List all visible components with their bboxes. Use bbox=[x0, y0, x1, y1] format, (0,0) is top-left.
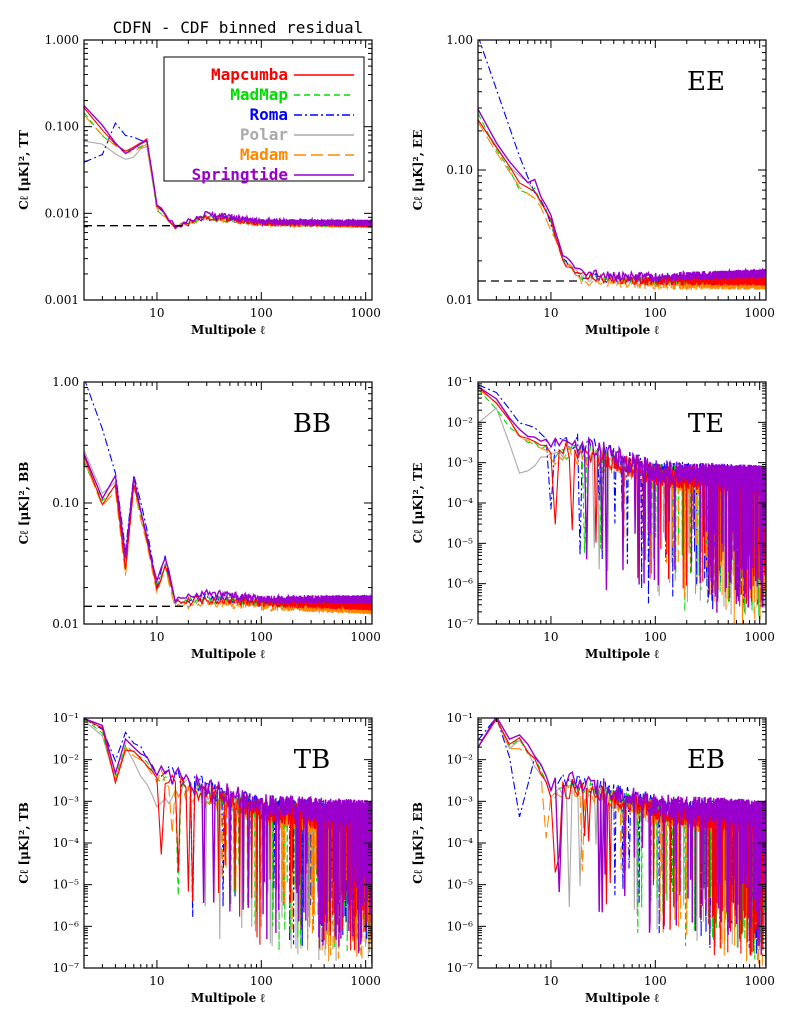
series-group bbox=[478, 718, 766, 968]
y-tick-label: 10⁻⁶ bbox=[53, 919, 80, 933]
x-tick-label: 1000 bbox=[744, 974, 775, 988]
x-axis-label: Multipole ℓ bbox=[585, 323, 659, 337]
y-tick-label: 10⁻² bbox=[447, 415, 474, 429]
y-tick-label: 0.010 bbox=[45, 206, 79, 220]
x-tick-label: 100 bbox=[644, 306, 667, 320]
y-tick-label: 10⁻² bbox=[447, 753, 474, 767]
panel-label: EE bbox=[687, 67, 725, 97]
y-tick-label: 10⁻⁷ bbox=[447, 961, 474, 975]
panel-te: 10 100 1000 Multipole ℓ 10⁻⁷ 10⁻⁶ 10⁻⁵ 10⁻⁴ 10⁻³… bbox=[411, 375, 775, 661]
y-axis-label: Cℓ [μK]², EE bbox=[411, 130, 425, 211]
figure-title: CDFN - CDF binned residual bbox=[113, 18, 363, 37]
y-tick-label: 0.10 bbox=[52, 496, 79, 510]
panel-bb: 10 100 1000 Multipole ℓ 0.01 0.10 1.00 Cℓ [μK]²… bbox=[17, 375, 381, 661]
x-tick-label: 100 bbox=[644, 630, 667, 644]
x-axis-label: Multipole ℓ bbox=[191, 647, 265, 661]
y-tick-label: 10⁻⁴ bbox=[447, 496, 474, 510]
y-axis-label: Cℓ [μK]², TT bbox=[17, 130, 31, 210]
legend-label-roma: Roma bbox=[249, 105, 288, 124]
y-tick-label: 0.01 bbox=[52, 617, 79, 631]
y-tick-label: 10⁻³ bbox=[53, 794, 80, 808]
series-group bbox=[84, 382, 372, 615]
y-tick-label: 10⁻¹ bbox=[53, 711, 79, 725]
panel-ee: 10 100 1000 Multipole ℓ 0.01 0.10 1.00 Cℓ [μK]²… bbox=[411, 33, 775, 337]
y-tick-label: 1.00 bbox=[52, 375, 79, 389]
series-springtide bbox=[478, 718, 766, 955]
panel-tt: 10 100 1000 Multipole ℓ 0.001 0.010 0.100 1.000… bbox=[17, 33, 381, 337]
series-polar bbox=[478, 119, 766, 288]
x-tick-label: 10 bbox=[543, 306, 558, 320]
y-tick-label: 10⁻³ bbox=[447, 456, 474, 470]
y-tick-label: 1.000 bbox=[45, 33, 79, 47]
series-springtide bbox=[478, 386, 766, 613]
legend-box bbox=[163, 56, 365, 182]
y-tick-label: 10⁻⁶ bbox=[447, 919, 474, 933]
legend-label-springtide: Springtide bbox=[192, 165, 288, 184]
series-madmap bbox=[478, 113, 766, 287]
x-tick-label: 100 bbox=[644, 974, 667, 988]
y-tick-label: 10⁻⁷ bbox=[447, 617, 474, 631]
y-tick-label: 10⁻² bbox=[53, 753, 80, 767]
series-mapcumba bbox=[478, 119, 766, 287]
y-axis-label: Cℓ [μK]², EB bbox=[411, 802, 425, 884]
x-tick-label: 10 bbox=[149, 306, 164, 320]
x-tick-label: 100 bbox=[250, 630, 273, 644]
series-group bbox=[84, 718, 372, 964]
panel-label: BB bbox=[293, 409, 331, 439]
legend-label-polar: Polar bbox=[240, 125, 288, 144]
y-tick-label: 0.001 bbox=[45, 293, 79, 307]
y-tick-label: 10⁻¹ bbox=[447, 711, 473, 725]
y-axis-label: Cℓ [μK]², BB bbox=[17, 462, 31, 545]
series-springtide bbox=[84, 105, 372, 229]
y-tick-label: 10⁻⁴ bbox=[447, 836, 474, 850]
legend-label-mapcumba: Mapcumba bbox=[211, 65, 288, 84]
y-axis-label: Cℓ [μK]², TB bbox=[17, 802, 31, 883]
x-tick-label: 100 bbox=[250, 306, 273, 320]
x-tick-label: 10 bbox=[543, 974, 558, 988]
x-tick-label: 1000 bbox=[744, 306, 775, 320]
y-tick-label: 10⁻⁵ bbox=[447, 536, 474, 550]
y-tick-label: 0.10 bbox=[446, 163, 473, 177]
panel-tb: 10 100 1000 Multipole ℓ 10⁻⁷ 10⁻⁶ 10⁻⁵ 10⁻⁴ 10⁻³… bbox=[17, 711, 381, 1005]
x-axis-label: Multipole ℓ bbox=[191, 991, 265, 1005]
y-axis-label: Cℓ [μK]², TE bbox=[411, 463, 425, 543]
x-tick-label: 1000 bbox=[350, 630, 381, 644]
x-axis-label: Multipole ℓ bbox=[585, 647, 659, 661]
y-tick-label: 10⁻⁶ bbox=[447, 577, 474, 591]
y-tick-label: 0.01 bbox=[446, 293, 473, 307]
panel-eb: 10 100 1000 Multipole ℓ 10⁻⁷ 10⁻⁶ 10⁻⁵ 10⁻⁴ 10⁻³… bbox=[411, 711, 775, 1005]
x-tick-label: 1000 bbox=[350, 974, 381, 988]
series-group bbox=[478, 40, 766, 292]
x-axis-label: Multipole ℓ bbox=[191, 323, 265, 337]
series-springtide bbox=[84, 718, 372, 954]
series-group bbox=[478, 384, 766, 624]
x-tick-label: 100 bbox=[250, 974, 273, 988]
y-tick-label: 10⁻⁵ bbox=[447, 878, 474, 892]
x-axis-label: Multipole ℓ bbox=[585, 991, 659, 1005]
panel-label: EB bbox=[687, 745, 725, 775]
x-tick-label: 10 bbox=[543, 630, 558, 644]
legend-label-madam: Madam bbox=[240, 145, 289, 164]
y-tick-label: 10⁻⁴ bbox=[53, 836, 80, 850]
x-tick-label: 1000 bbox=[744, 630, 775, 644]
x-tick-label: 1000 bbox=[350, 306, 381, 320]
x-tick-label: 10 bbox=[149, 974, 164, 988]
y-tick-label: 0.100 bbox=[45, 120, 79, 134]
plot-frame bbox=[83, 39, 373, 301]
y-tick-label: 1.00 bbox=[446, 33, 473, 47]
y-tick-label: 10⁻³ bbox=[447, 794, 474, 808]
y-tick-label: 10⁻⁷ bbox=[53, 961, 80, 975]
y-tick-label: 10⁻⁵ bbox=[53, 878, 80, 892]
x-tick-label: 10 bbox=[149, 630, 164, 644]
panel-label: TB bbox=[294, 745, 330, 775]
y-tick-label: 10⁻¹ bbox=[447, 375, 473, 389]
series-springtide bbox=[84, 453, 372, 606]
series-madam bbox=[478, 121, 766, 292]
panel-label: TE bbox=[688, 409, 724, 439]
series-group bbox=[84, 105, 372, 230]
series-springtide bbox=[478, 108, 766, 283]
legend-label-madmap: MadMap bbox=[230, 85, 288, 104]
